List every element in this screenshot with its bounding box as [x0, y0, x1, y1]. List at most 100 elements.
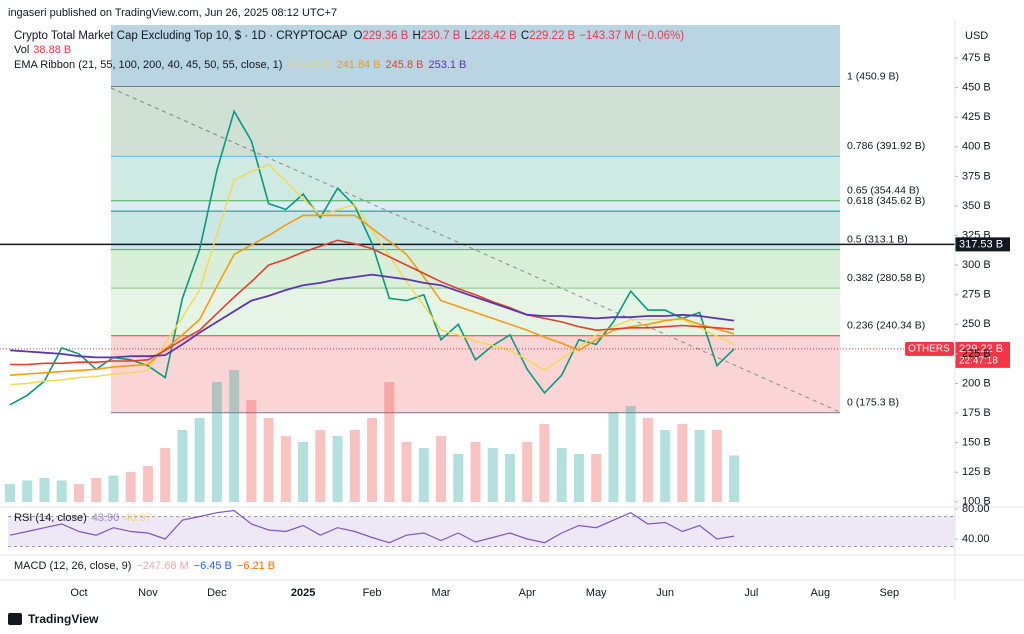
ohlc: O229.36 B H230.7 B L228.42 B C229.22 B [353, 30, 575, 42]
rsi-label: RSI (14, close) [14, 512, 87, 524]
price-badge [955, 341, 1010, 368]
trend-line [110, 87, 841, 413]
ema-line [9, 214, 735, 376]
fib-top-zone [111, 25, 840, 87]
plot: 1 (450.9 B) 0.786 (391.92 B) 0.65 (354.44 … [0, 20, 1024, 600]
y-tick-label: 450 B [962, 82, 991, 94]
volume-bar [694, 430, 705, 502]
y-tick-label: 250 B [962, 318, 991, 330]
volume-bar [608, 412, 619, 502]
x-tick-label: Aug [811, 587, 831, 599]
ohlc-value: 228.42 B [471, 30, 517, 42]
hline-badge [955, 237, 1010, 252]
rsi-value: 40.97 [124, 512, 152, 524]
symbol: Crypto Total Market Cap Excluding Top 10… [14, 30, 348, 42]
y-tick-label: 300 B [962, 259, 991, 271]
y-tick-label: 475 B [962, 52, 991, 64]
countdown: 22:47:18 [959, 356, 998, 367]
volume-bar [108, 475, 119, 502]
volume-bar [418, 448, 429, 502]
footer: TradingView [28, 612, 99, 626]
volume-bar [729, 455, 740, 502]
price-line [9, 109, 735, 406]
volume-bar [22, 480, 33, 502]
x-tick-label: Jul [744, 587, 758, 599]
volume-bar [642, 418, 653, 502]
volume-bar [677, 424, 688, 502]
rsi-line [9, 509, 735, 544]
volume-bar [573, 454, 584, 502]
volume-legend: Vol 38.88 B [14, 44, 71, 56]
fib-label: 0.382 (280.58 B) [847, 272, 925, 284]
volume-bar [298, 442, 309, 502]
ohlc-value: 230.7 B [421, 30, 461, 42]
ema-value: 241.84 B [337, 59, 381, 71]
ema-line [9, 163, 735, 386]
ohlc-value: 229.22 B [529, 30, 575, 42]
y-tick-label: 400 B [962, 141, 991, 153]
x-tick-label: Sep [879, 587, 899, 599]
volume-bar [280, 436, 291, 502]
vol-label: Vol [14, 44, 29, 56]
fib-label: 0.236 (240.34 B) [847, 320, 925, 332]
volume-bar [194, 418, 205, 502]
volume-bar [487, 448, 498, 502]
volume-bar [315, 430, 326, 502]
volume-bar [246, 400, 257, 502]
fib-label: 0.618 (345.62 B) [847, 195, 925, 207]
macd-value: −6.45 B [194, 560, 232, 572]
rsi-band [8, 516, 955, 547]
volume-bar [142, 466, 153, 502]
currency: USD [965, 30, 988, 42]
fib-zone [111, 335, 840, 413]
ohlc-key: O [353, 30, 362, 42]
vol-value: 38.88 B [33, 44, 71, 56]
volume-bar [332, 436, 343, 502]
rsi-tick-label: 40.00 [962, 533, 990, 545]
volume-bar [125, 472, 136, 502]
macd-label: MACD (12, 26, close, 9) [14, 560, 131, 572]
x-tick-label: Oct [70, 587, 87, 599]
y-tick-label: 100 B [962, 496, 991, 508]
fib-zone [111, 86, 840, 157]
ema-line [10, 239, 735, 366]
y-tick-label: 275 B [962, 289, 991, 301]
volume-bar [436, 436, 447, 502]
fib-label: 1 (450.9 B) [847, 70, 899, 82]
volume-bar [177, 430, 188, 502]
y-tick-label: 425 B [962, 111, 991, 123]
x-tick-label: Apr [519, 587, 536, 599]
volume-bar [367, 418, 378, 502]
ohlc-key: L [464, 30, 471, 42]
volume-bar [522, 442, 533, 502]
ema-line [9, 273, 735, 359]
fib-zone [111, 249, 840, 289]
volume-bar [349, 430, 360, 502]
ema-legend: EMA Ribbon (21, 55, 100, 200, 40, 45, 50… [14, 59, 466, 71]
volume-bar [91, 478, 102, 502]
rsi-legend: RSI (14, close) 43.90 40.97 [14, 512, 152, 524]
y-tick-label: 325 B [962, 229, 991, 241]
symbol-legend: Crypto Total Market Cap Excluding Top 10… [14, 30, 684, 42]
volume-bar [160, 448, 171, 502]
x-tick-label: Dec [207, 587, 227, 599]
footer-logo: TradingView [8, 612, 99, 626]
x-tick-label: 2025 [291, 587, 315, 599]
ema-label: EMA Ribbon (21, 55, 100, 200, 40, 45, 50… [14, 59, 282, 71]
y-tick-label: 375 B [962, 170, 991, 182]
macd-value: −247.68 M [136, 560, 188, 572]
y-tick-label: 125 B [962, 466, 991, 478]
macd-legend: MACD (12, 26, close, 9) −247.68 M −6.45 B −… [14, 560, 275, 572]
macd-value: −6.21 B [237, 560, 275, 572]
hline-label: 317.53 B [959, 238, 1003, 250]
symbol-badge-label: OTHERS [908, 344, 950, 355]
volume-bar [39, 478, 50, 502]
volume-bar [660, 430, 671, 502]
change: −143.37 M (−0.06%) [579, 30, 684, 42]
x-tick-label: Nov [138, 587, 158, 599]
ohlc-key: C [521, 30, 529, 42]
volume-bar [384, 382, 395, 502]
fib-label: 0.65 (354.44 B) [847, 184, 919, 196]
fib-label: 0.786 (391.92 B) [847, 140, 925, 152]
